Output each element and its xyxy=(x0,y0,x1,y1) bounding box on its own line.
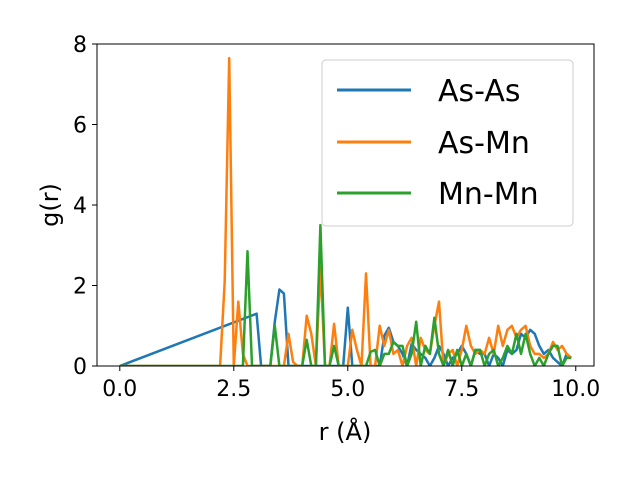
y-tick-label: 4 xyxy=(73,194,87,219)
legend: As-As As-Mn Mn-Mn xyxy=(321,59,574,227)
x-tick-label: 2.5 xyxy=(216,377,251,402)
x-tick-label: 5.0 xyxy=(330,377,365,402)
legend-label-mn-mn: Mn-Mn xyxy=(438,177,539,212)
y-axis-label: g(r) xyxy=(36,183,64,227)
legend-box xyxy=(321,59,574,227)
x-tick-label: 10.0 xyxy=(551,377,600,402)
x-tick-label: 0.0 xyxy=(102,377,137,402)
series-layer xyxy=(119,56,573,366)
series-line-as-mn xyxy=(119,56,573,366)
x-tick-label: 7.5 xyxy=(444,377,479,402)
y-tick-label: 8 xyxy=(73,33,87,58)
legend-label-as-as: As-As xyxy=(438,74,520,109)
tick-layer: 0.0 2.5 5.0 7.5 10.0 0 2 4 6 8 xyxy=(73,33,600,402)
x-axis-label: r (Å) xyxy=(319,417,372,446)
y-tick-label: 6 xyxy=(73,114,87,139)
series-line-mn-mn xyxy=(119,223,572,366)
y-tick-label: 2 xyxy=(73,275,87,300)
y-tick-label: 0 xyxy=(73,355,87,380)
legend-label-as-mn: As-Mn xyxy=(438,126,530,161)
